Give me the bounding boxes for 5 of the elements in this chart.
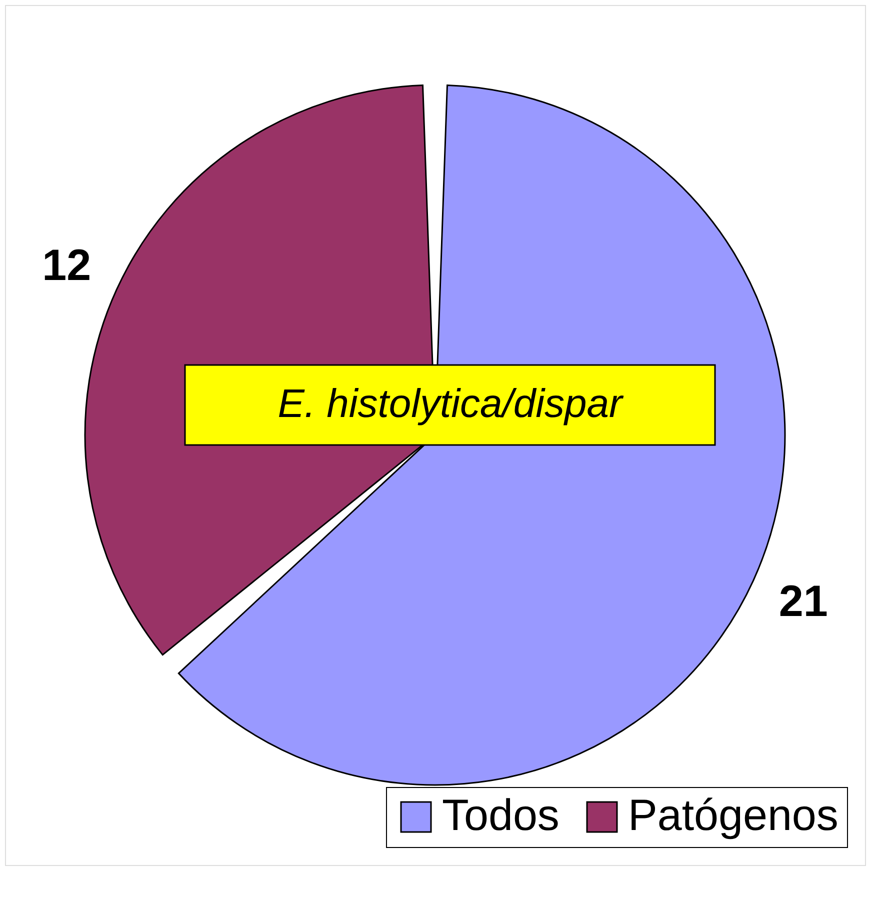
- data-label: 12: [42, 240, 92, 290]
- data-label: 21: [778, 577, 828, 626]
- legend-label: Patógenos: [628, 791, 838, 840]
- legend-label: Todos: [442, 791, 560, 840]
- text: E. histolytica/dispar: [278, 382, 624, 426]
